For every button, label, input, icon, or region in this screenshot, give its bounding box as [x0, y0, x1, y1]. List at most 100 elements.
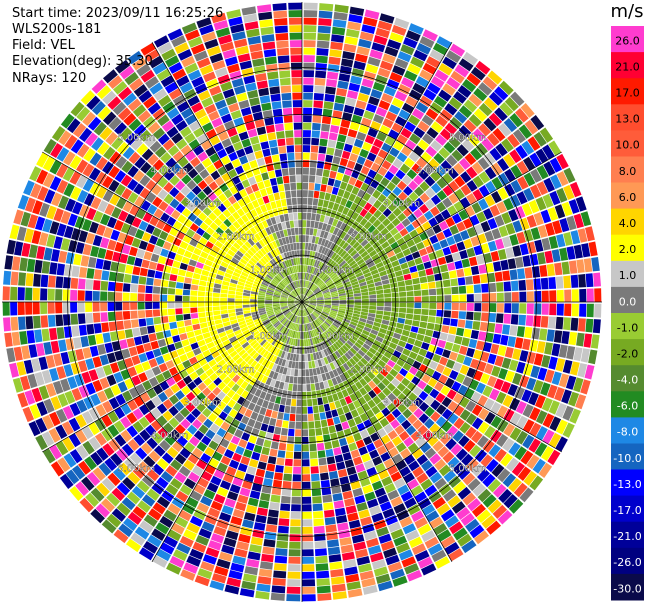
gate-cell	[310, 220, 315, 228]
gate-cell	[281, 293, 289, 297]
gate-cell	[292, 92, 302, 100]
gate-cell	[309, 228, 314, 236]
gate-cell	[556, 289, 564, 302]
gate-cell	[280, 281, 287, 287]
gate-cell	[563, 232, 573, 246]
gate-cell	[125, 264, 134, 274]
gate-cell	[288, 235, 293, 244]
gate-cell	[243, 75, 256, 85]
gate-cell	[295, 299, 302, 302]
gate-cell	[262, 148, 271, 157]
gate-cell	[483, 252, 493, 263]
gate-cell	[114, 183, 126, 196]
gate-cell	[361, 295, 369, 299]
gate-cell	[197, 191, 207, 201]
gate-cell	[556, 171, 569, 187]
gate-cell	[352, 265, 360, 272]
gate-cell	[111, 136, 124, 150]
gate-cell	[500, 259, 509, 271]
gate-cell	[267, 132, 277, 141]
gate-cell	[360, 239, 369, 247]
gate-cell	[486, 132, 500, 147]
gate-cell	[328, 285, 336, 290]
gate-cell	[484, 194, 496, 207]
gate-cell	[289, 283, 294, 290]
gate-cell	[136, 248, 146, 259]
gate-cell	[265, 294, 273, 298]
gate-cell	[366, 246, 375, 254]
gate-cell	[346, 257, 354, 265]
gate-cell	[199, 222, 209, 231]
gate-cell	[85, 232, 96, 245]
gate-cell	[315, 175, 322, 184]
gate-cell	[330, 261, 337, 269]
gate-cell	[283, 229, 288, 237]
gate-cell	[331, 296, 339, 299]
gate-cell	[345, 136, 356, 146]
gate-cell	[416, 42, 432, 55]
gate-cell	[168, 62, 183, 74]
gate-cell	[218, 193, 228, 203]
gate-cell	[413, 145, 425, 157]
gate-cell	[466, 227, 477, 238]
gate-cell	[237, 53, 251, 63]
gate-cell	[230, 134, 241, 144]
gate-cell	[302, 197, 308, 205]
gate-cell	[198, 90, 211, 101]
gate-cell	[338, 73, 351, 82]
gate-cell	[539, 127, 554, 143]
gate-cell	[516, 160, 529, 175]
gate-cell	[254, 119, 265, 128]
gate-cell	[316, 48, 329, 56]
gate-cell	[543, 177, 555, 193]
gate-cell	[295, 167, 302, 175]
gate-cell	[279, 77, 291, 86]
gate-cell	[381, 93, 394, 104]
gate-cell	[404, 70, 418, 82]
gate-cell	[257, 181, 265, 190]
gate-cell	[361, 24, 376, 34]
gate-cell	[444, 254, 454, 264]
gate-cell	[337, 165, 346, 174]
gate-cell	[443, 141, 456, 154]
gate-cell	[466, 180, 478, 192]
gate-cell	[318, 222, 324, 230]
gate-cell	[588, 241, 598, 257]
gate-cell	[312, 285, 318, 292]
gate-cell	[494, 215, 505, 227]
gate-cell	[307, 291, 313, 297]
gate-cell	[207, 202, 217, 212]
gate-cell	[438, 220, 449, 231]
gate-cell	[326, 241, 333, 249]
gate-cell	[454, 188, 465, 200]
gate-cell	[302, 160, 310, 168]
gate-cell	[528, 199, 540, 214]
gate-cell	[399, 291, 407, 297]
gate-cell	[298, 235, 302, 243]
gate-cell	[276, 286, 284, 291]
gate-cell	[248, 192, 257, 202]
gate-cell	[274, 215, 281, 224]
gate-cell	[208, 181, 219, 191]
gate-cell	[358, 247, 366, 255]
gate-cell	[288, 296, 295, 300]
gate-cell	[117, 263, 126, 273]
gate-cell	[302, 295, 305, 302]
gate-cell	[374, 232, 384, 241]
gate-cell	[241, 214, 249, 223]
gate-cell	[175, 168, 187, 180]
gate-cell	[263, 265, 271, 272]
gate-cell	[319, 272, 326, 279]
gate-cell	[174, 192, 185, 203]
colorbar-tick-label: 6.0	[619, 191, 637, 204]
gate-cell	[218, 131, 229, 142]
gate-cell	[169, 244, 179, 253]
gate-cell	[287, 267, 292, 275]
gate-cell	[545, 222, 555, 236]
gate-cell	[193, 50, 208, 62]
gate-cell	[254, 278, 262, 284]
gate-cell	[147, 269, 156, 278]
gate-cell	[303, 47, 316, 55]
gate-cell	[90, 245, 100, 258]
gate-cell	[544, 250, 554, 264]
